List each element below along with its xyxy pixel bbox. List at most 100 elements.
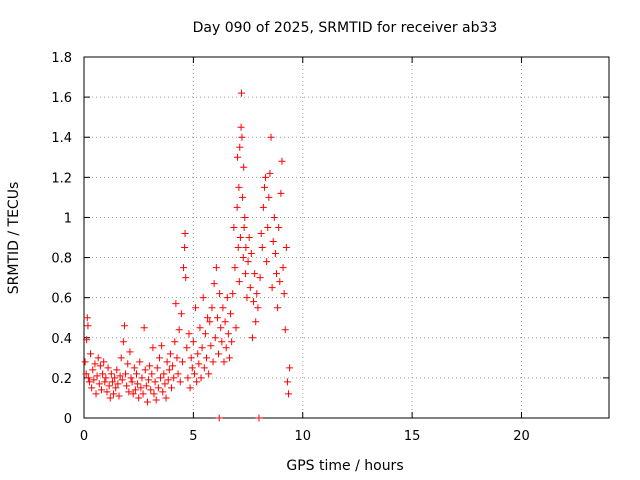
data-point (123, 382, 131, 390)
data-point (83, 314, 91, 322)
data-point (142, 382, 150, 390)
data-point (172, 300, 180, 308)
data-point (194, 350, 202, 358)
data-point (169, 362, 177, 370)
y-tick-label: 0.6 (51, 292, 72, 307)
data-point (234, 244, 242, 252)
data-point (212, 264, 220, 272)
data-point (98, 386, 105, 394)
data-point (181, 244, 189, 252)
data-point (171, 338, 179, 346)
x-tick-label: 10 (294, 429, 311, 444)
data-point (150, 390, 158, 398)
data-point (266, 169, 274, 177)
data-point (235, 278, 243, 286)
data-point (262, 173, 270, 181)
data-point (90, 376, 98, 384)
data-point (85, 378, 93, 386)
y-axis: 0 0.2 0.4 0.6 0.8 1 1.2 1.4 1.6 1.8 (51, 51, 609, 427)
data-point (241, 213, 249, 221)
data-point (101, 378, 109, 386)
data-point (257, 229, 265, 237)
data-point (243, 294, 251, 302)
data-point (247, 250, 255, 258)
data-point (192, 304, 200, 312)
data-point (264, 223, 272, 231)
data-point (122, 370, 130, 378)
data-point (99, 370, 107, 378)
y-tick-label: 1.4 (51, 131, 72, 146)
data-point (181, 229, 189, 237)
data-point (246, 284, 254, 292)
data-point (105, 382, 113, 390)
data-point (84, 322, 92, 330)
data-point (250, 298, 258, 306)
data-point (285, 390, 293, 398)
data-point (252, 318, 260, 326)
data-point (178, 358, 186, 366)
data-point (260, 183, 268, 191)
data-point (186, 384, 194, 392)
data-point (220, 358, 228, 366)
data-point (205, 370, 213, 378)
data-point (133, 370, 140, 378)
x-tick-label: 0 (80, 429, 88, 444)
data-point (141, 366, 149, 374)
data-point (183, 344, 191, 352)
data-point (92, 390, 100, 398)
data-point (201, 330, 209, 338)
data-point (213, 314, 221, 322)
data-point (148, 370, 156, 378)
data-point (162, 394, 170, 402)
data-point (149, 344, 157, 352)
data-point (95, 380, 103, 388)
data-point (137, 384, 145, 392)
data-point (189, 338, 197, 346)
data-point (206, 318, 214, 326)
data-point (102, 374, 110, 382)
data-point (158, 342, 166, 350)
data-point (231, 264, 239, 272)
data-point (113, 366, 121, 374)
x-axis: 0 5 10 15 20 (80, 57, 530, 444)
data-point (139, 390, 147, 398)
data-point (265, 193, 273, 201)
data-point (164, 376, 172, 384)
data-point (195, 360, 203, 368)
data-point (119, 338, 127, 346)
data-point (190, 370, 198, 378)
data-point (281, 326, 289, 334)
data-point (176, 378, 184, 386)
data-point (269, 238, 277, 246)
data-point (227, 310, 235, 318)
data-point (96, 362, 104, 370)
data-point (87, 350, 95, 358)
data-point (276, 278, 284, 286)
data-point (175, 326, 183, 334)
data-point (185, 330, 193, 338)
data-point (208, 304, 216, 312)
data-point (180, 264, 188, 272)
data-point (234, 153, 242, 161)
grid-lines (84, 57, 609, 418)
data-point (241, 270, 249, 278)
data-point (140, 324, 148, 332)
data-point (154, 384, 162, 392)
data-point (215, 414, 223, 422)
y-tick-label: 1.2 (51, 171, 72, 186)
data-point (254, 304, 262, 312)
data-point (200, 364, 208, 372)
data-point (204, 314, 212, 322)
data-point (88, 384, 96, 392)
data-point (236, 234, 244, 241)
data-point (223, 294, 231, 302)
data-point (153, 364, 161, 372)
data-point (258, 244, 266, 252)
data-point (197, 374, 205, 382)
y-tick-label: 0 (64, 412, 72, 427)
data-point (161, 380, 169, 388)
data-point (271, 250, 279, 258)
chart-title: Day 090 of 2025, SRMTID for receiver ab3… (193, 20, 498, 36)
data-point (174, 370, 182, 378)
